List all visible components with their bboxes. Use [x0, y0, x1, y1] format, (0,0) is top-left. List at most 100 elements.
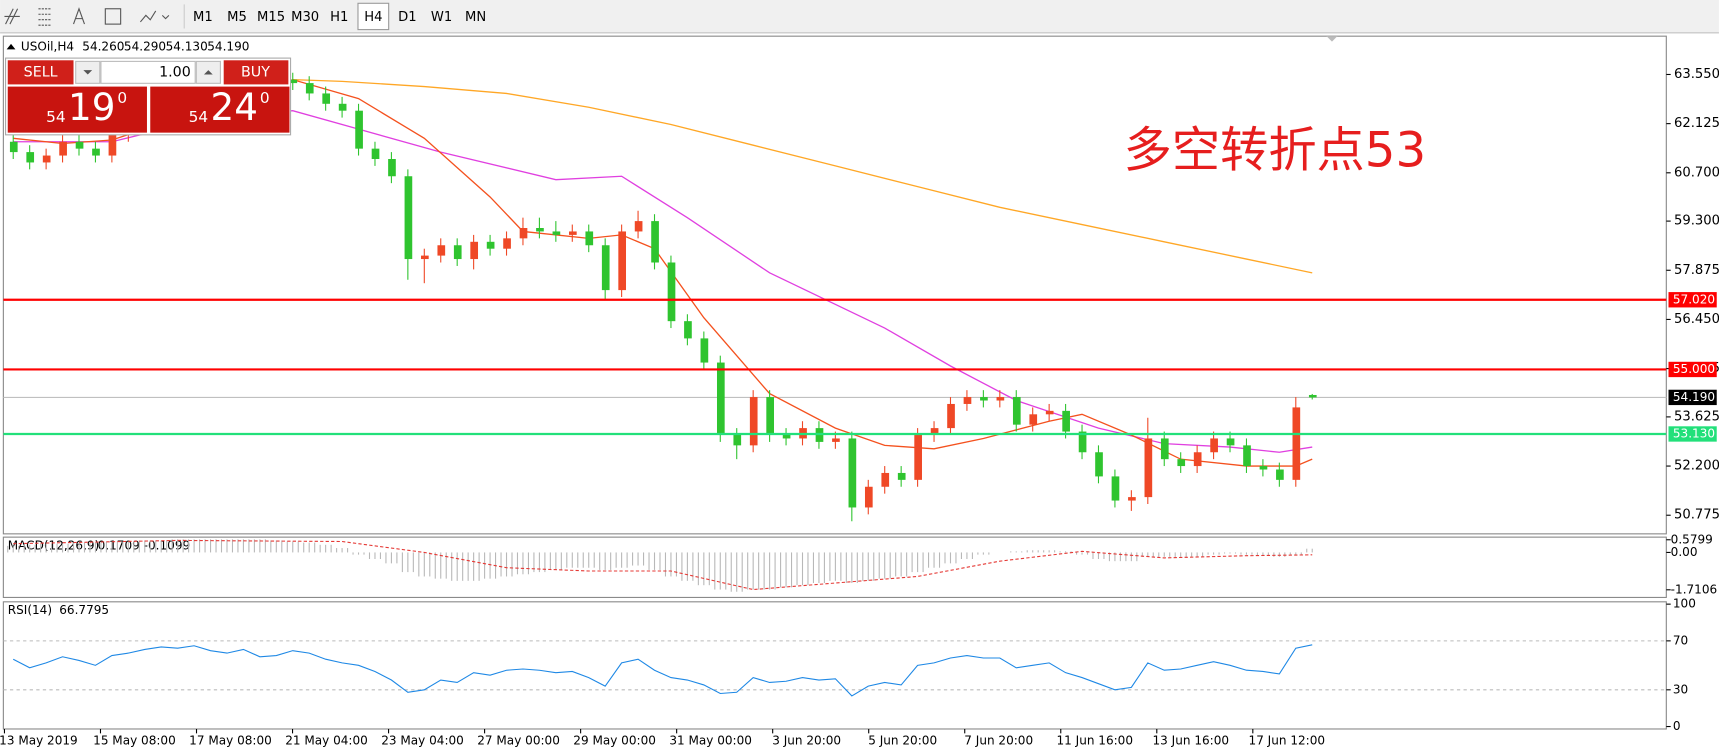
candle-body — [289, 79, 298, 84]
macd-signal — [13, 539, 1313, 591]
moving-average — [13, 110, 1313, 453]
candle-body — [1128, 497, 1136, 501]
bid-sup: 0 — [117, 89, 127, 107]
icon[interactable] — [104, 8, 122, 25]
icon[interactable] — [38, 8, 52, 26]
candle-body — [980, 397, 988, 401]
candle-body — [552, 231, 561, 235]
candle-body — [453, 245, 462, 260]
candle-body — [338, 103, 347, 111]
candle-body — [585, 231, 594, 246]
candle-body — [700, 338, 709, 363]
y-tick-label: 50.775 — [1674, 508, 1719, 523]
candle-body — [305, 83, 314, 94]
candle-body — [1177, 459, 1186, 467]
candle-body — [996, 397, 1005, 401]
candle-body — [1243, 445, 1251, 467]
timeframe-button[interactable]: M15 — [257, 10, 285, 25]
timeframe-button[interactable]: M30 — [291, 10, 319, 25]
ohlc-value: 54.130 — [166, 40, 208, 54]
candle-body — [26, 152, 35, 163]
current-price-bg — [1668, 389, 1717, 406]
candle-body — [503, 238, 511, 249]
level-label: 57.020 — [1673, 292, 1715, 306]
timeframe-button[interactable]: W1 — [431, 10, 452, 25]
ask-main: 24 — [211, 85, 258, 129]
x-tick-label: 29 May 00:00 — [573, 734, 656, 748]
candle-body — [371, 148, 380, 159]
candle-body — [1111, 476, 1120, 501]
candle-body — [1259, 466, 1268, 470]
candle-body — [667, 262, 676, 322]
candle-body — [1308, 394, 1317, 398]
x-tick-label: 17 May 08:00 — [189, 734, 272, 748]
candle-body — [963, 397, 972, 404]
level-label-bg — [1668, 361, 1717, 378]
candle-body — [1029, 414, 1038, 425]
symbol: USOil,H4 — [21, 40, 74, 54]
buy-button[interactable] — [223, 60, 289, 85]
icon[interactable] — [4, 8, 20, 25]
timeframe-button[interactable]: M5 — [227, 10, 247, 25]
shift-marker — [1326, 36, 1338, 42]
y-tick-label: 56.450 — [1674, 312, 1719, 327]
y-tick-label: 60.700 — [1674, 165, 1719, 180]
x-tick-label: 13 May 2019 — [0, 734, 78, 748]
candle-body — [601, 245, 610, 291]
candle-body — [108, 134, 117, 156]
y-tick-label: 59.300 — [1674, 214, 1719, 229]
candle-body — [404, 176, 413, 260]
ask-box[interactable] — [150, 86, 290, 133]
active-timeframe[interactable] — [357, 2, 390, 31]
candle-body — [848, 438, 857, 508]
candle-body — [470, 241, 479, 260]
y-tick-label: 62.125 — [1674, 116, 1719, 131]
moving-average — [292, 78, 1313, 274]
ask-sup: 0 — [260, 89, 270, 107]
rsi-title: RSI(14) — [8, 603, 52, 617]
timeframe-button[interactable]: H4 — [364, 10, 382, 25]
y-tick-label: 100 — [1673, 597, 1696, 611]
icon[interactable] — [73, 7, 85, 25]
arrow — [83, 70, 93, 75]
x-tick-label: 15 May 08:00 — [93, 734, 176, 748]
main-panel — [2, 35, 1667, 535]
icon[interactable] — [139, 10, 170, 23]
candle-body — [716, 362, 725, 436]
candle-body — [59, 141, 67, 156]
candle-body — [766, 397, 774, 436]
y-tick-label: -1.7106 — [1671, 582, 1718, 596]
y-tick-label: 0.00 — [1671, 545, 1698, 559]
x-tick-label: 11 Jun 16:00 — [1056, 734, 1133, 748]
lots-input[interactable] — [100, 60, 196, 84]
annotation: 多空转折点53 — [1124, 122, 1426, 178]
sell-button[interactable] — [7, 60, 74, 85]
timeframe-button[interactable]: M1 — [193, 10, 213, 25]
y-tick-label: 0.5799 — [1671, 532, 1713, 546]
x-tick-label: 31 May 00:00 — [669, 734, 752, 748]
candle-body — [1226, 438, 1235, 446]
candle-body — [1078, 431, 1087, 453]
candle-body — [634, 221, 643, 232]
candle-body — [355, 110, 363, 149]
toolbar-icons — [4, 4, 185, 29]
bid-big: 54 — [46, 108, 66, 126]
level-label: 55.000 — [1673, 362, 1715, 376]
level-label-bg — [1668, 426, 1717, 442]
x-tick-label: 7 Jun 20:00 — [964, 734, 1033, 748]
macd-title: MACD(12,26,9) — [8, 538, 100, 552]
candle-body — [42, 155, 51, 163]
lots-value: 1.00 — [159, 64, 191, 80]
timeframe-button[interactable]: MN — [465, 10, 486, 25]
level-label: 53.130 — [1673, 426, 1715, 440]
buy-label: BUY — [241, 64, 270, 80]
rsi-value: 66.7795 — [59, 603, 109, 617]
x-tick-label: 23 May 04:00 — [381, 734, 464, 748]
candle-body — [618, 231, 627, 291]
bid-box[interactable] — [7, 86, 147, 133]
timeframe-button[interactable]: D1 — [398, 10, 416, 25]
x-tick-label: 27 May 00:00 — [477, 734, 560, 748]
candle-body — [684, 321, 692, 339]
timeframe-button[interactable]: H1 — [330, 10, 348, 25]
